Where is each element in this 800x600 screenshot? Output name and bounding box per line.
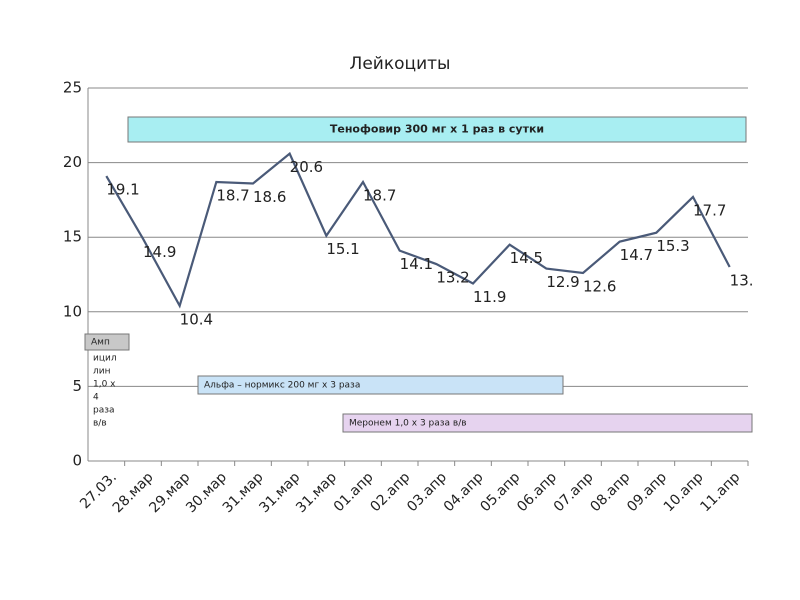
chart-title: Лейкоциты <box>350 54 451 74</box>
data-label: 11.9 <box>473 288 506 306</box>
x-tick-label: 09.апр <box>624 469 670 515</box>
annotation-text: Тенофовир 300 мг х 1 раз в сутки <box>330 123 544 136</box>
annotation-text: Меронем 1,0 х 3 раза в/в <box>349 419 467 429</box>
x-tick-label: 11.апр <box>697 469 743 515</box>
data-label: 14.1 <box>400 255 433 273</box>
annotation-text: 4 <box>93 393 99 403</box>
data-label: 18.7 <box>363 186 396 204</box>
data-label: 15.1 <box>326 240 359 258</box>
annotation-box <box>127 116 747 143</box>
annotation-text: 1,0 х <box>93 380 116 390</box>
data-label: 14.9 <box>143 243 176 261</box>
x-tick-label: 10.апр <box>661 469 707 515</box>
data-label: 15.3 <box>656 237 689 255</box>
x-tick-label: 06.апр <box>514 469 560 515</box>
data-label: 13. <box>730 272 754 290</box>
y-tick-label: 0 <box>72 452 82 470</box>
data-label: 17.7 <box>693 201 726 219</box>
x-tick-label: 02.апр <box>367 469 413 515</box>
y-tick-label: 10 <box>63 302 82 320</box>
x-tick-label: 04.апр <box>441 469 487 515</box>
data-label: 18.6 <box>253 188 286 206</box>
data-label: 18.7 <box>216 186 249 204</box>
x-tick-label: 03.апр <box>404 469 450 515</box>
y-tick-label: 15 <box>63 228 82 246</box>
annotation-box <box>342 413 753 433</box>
x-tick-label: 08.апр <box>587 469 633 515</box>
x-tick-label: 05.апр <box>477 469 523 515</box>
x-tick-label: 31.мар <box>293 469 340 516</box>
annotation-text: раза <box>93 406 115 416</box>
y-tick-label: 5 <box>72 377 82 395</box>
data-label: 20.6 <box>290 158 323 176</box>
annotation-box <box>84 333 130 351</box>
data-label: 14.5 <box>510 249 543 267</box>
x-tick-label: 01.апр <box>331 469 377 515</box>
data-label: 12.6 <box>583 278 616 296</box>
data-label: 13.2 <box>436 269 469 287</box>
annotation-text: ицил <box>93 354 117 364</box>
annotation-text: Альфа – нормикс 200 мг х 3 раза <box>204 381 360 391</box>
annotation-text: лин <box>93 367 111 377</box>
annotation-text: в/в <box>93 419 107 429</box>
y-tick-label: 20 <box>63 153 82 171</box>
data-label: 19.1 <box>106 181 139 199</box>
data-line <box>105 151 731 309</box>
data-label: 12.9 <box>546 273 579 291</box>
y-tick-label: 25 <box>63 79 82 97</box>
x-tick-label: 07.апр <box>551 469 597 515</box>
data-label: 14.7 <box>620 246 653 264</box>
annotation-text: Амп <box>91 338 110 348</box>
annotation-box <box>197 375 564 395</box>
data-label: 10.4 <box>180 310 213 328</box>
